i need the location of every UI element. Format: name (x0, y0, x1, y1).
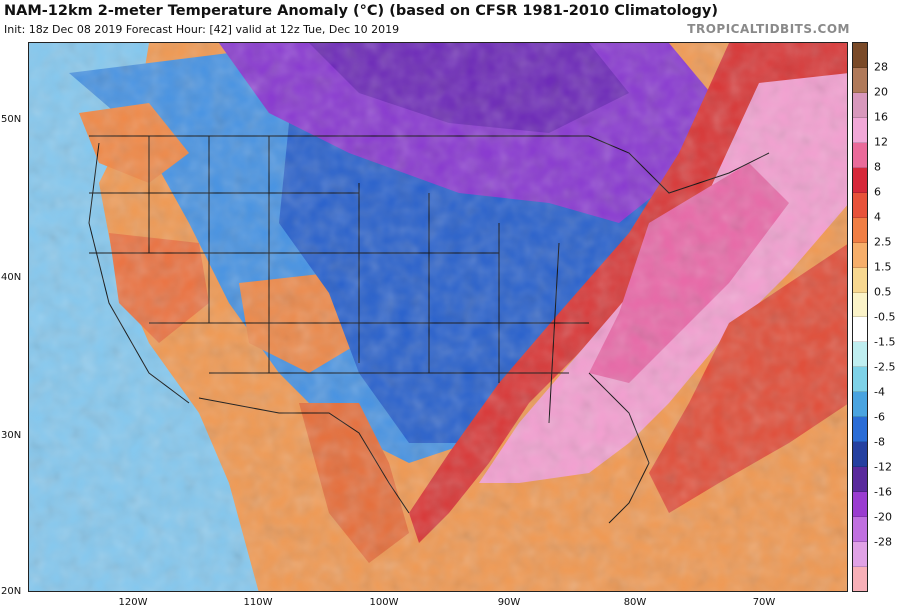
colorbar-tick-label: 8 (874, 160, 881, 174)
state-parallels (89, 192, 589, 374)
colorbar-tick-label: -4 (874, 385, 885, 399)
colorbar-tick-label: 28 (874, 60, 888, 74)
colorbar-tick-label: -6 (874, 410, 885, 424)
anomaly-map (28, 42, 848, 592)
lon-label-70w: 70W (752, 597, 776, 608)
west-coast (88, 142, 190, 404)
colorbar-swatch (853, 492, 867, 518)
colorbar-swatch (853, 117, 867, 143)
texture-overlay (29, 43, 848, 592)
colorbar-swatch (853, 142, 867, 168)
map-canvas (29, 43, 848, 592)
colorbar-swatch (853, 367, 867, 393)
lat-label-50n: 50N (1, 114, 22, 125)
colorbar-swatch (853, 242, 867, 268)
canada-deep-cold (309, 43, 629, 133)
colorbar-swatch (853, 317, 867, 343)
pacific-cool-anomaly (29, 43, 259, 591)
colorbar-tick-label: -1.5 (874, 335, 896, 349)
colorbar-tick-label: 4 (874, 210, 881, 224)
colorbar-swatch (853, 542, 867, 568)
colorbar-tick-label: 0.5 (874, 285, 892, 299)
colorbar-tick-label: 6 (874, 185, 881, 199)
great-basin-warm-patch (109, 233, 209, 343)
colorbar-labels: 28 20 16 12 8 6 4 2.5 1.5 0.5 -0.5 -1.5 -2.5 -4 -6 -8 -1… (870, 42, 900, 592)
atlantic-warm-anomaly (649, 244, 847, 513)
great-lakes-border (588, 135, 770, 194)
colorbar-swatch (853, 417, 867, 443)
colorbar-swatch (853, 467, 867, 493)
colorbar-swatch (853, 67, 867, 93)
colorbar-swatch (853, 442, 867, 468)
political-borders (88, 135, 770, 524)
lon-label-80w: 80W (623, 597, 647, 608)
colorbar-swatch (853, 92, 867, 118)
colorbar-tick-label: 20 (874, 85, 888, 99)
colorbar-tick-label: -8 (874, 435, 885, 449)
colorbar-tick-label: 1.5 (874, 260, 892, 274)
lon-label-100w: 100W (369, 597, 399, 608)
lon-label-90w: 90W (497, 597, 521, 608)
pacnw-warm-patch (79, 103, 189, 183)
chart-title: NAM-12km 2-meter Temperature Anomaly (°C… (4, 3, 718, 19)
colorbar-swatch (853, 267, 867, 293)
lat-label-20n: 20N (1, 586, 22, 597)
colorbar-tick-label: 16 (874, 110, 888, 124)
colorbar-swatch (853, 43, 867, 68)
lon-label-120w: 120W (118, 597, 148, 608)
colorbar-tick-label: -16 (874, 485, 892, 499)
colorbar-swatch (853, 167, 867, 193)
forecast-info: Init: 18z Dec 08 2019 Forecast Hour: [42… (4, 23, 400, 36)
northeast-deep-warm (589, 163, 789, 383)
colorbar-swatch (853, 292, 867, 318)
colorbar-tick-label: -12 (874, 460, 892, 474)
brand-watermark: TROPICALTIDBITS.COM (687, 22, 850, 36)
state-meridians (148, 136, 560, 424)
colorbar-tick-label: -0.5 (874, 310, 896, 324)
colorbar-swatch (853, 392, 867, 418)
lon-label-110w: 110W (243, 597, 273, 608)
florida-outline (588, 372, 650, 524)
colorbar-swatch (853, 567, 867, 591)
colorbar-tick-label: -2.5 (874, 360, 896, 374)
colorbar-swatch (853, 217, 867, 243)
colorbar (852, 42, 868, 592)
colorbar-tick-label: 12 (874, 135, 888, 149)
lat-label-30n: 30N (1, 430, 22, 441)
colorbar-tick-label: 2.5 (874, 235, 892, 249)
us-mexico-border (198, 397, 410, 514)
colorbar-tick-label: -20 (874, 510, 892, 524)
mexico-warm-patch (299, 403, 409, 563)
colorbar-swatch (853, 192, 867, 218)
colorbar-swatch (853, 517, 867, 543)
lat-label-40n: 40N (1, 272, 22, 283)
colorbar-swatch (853, 342, 867, 368)
colorbar-tick-label: -28 (874, 535, 892, 549)
